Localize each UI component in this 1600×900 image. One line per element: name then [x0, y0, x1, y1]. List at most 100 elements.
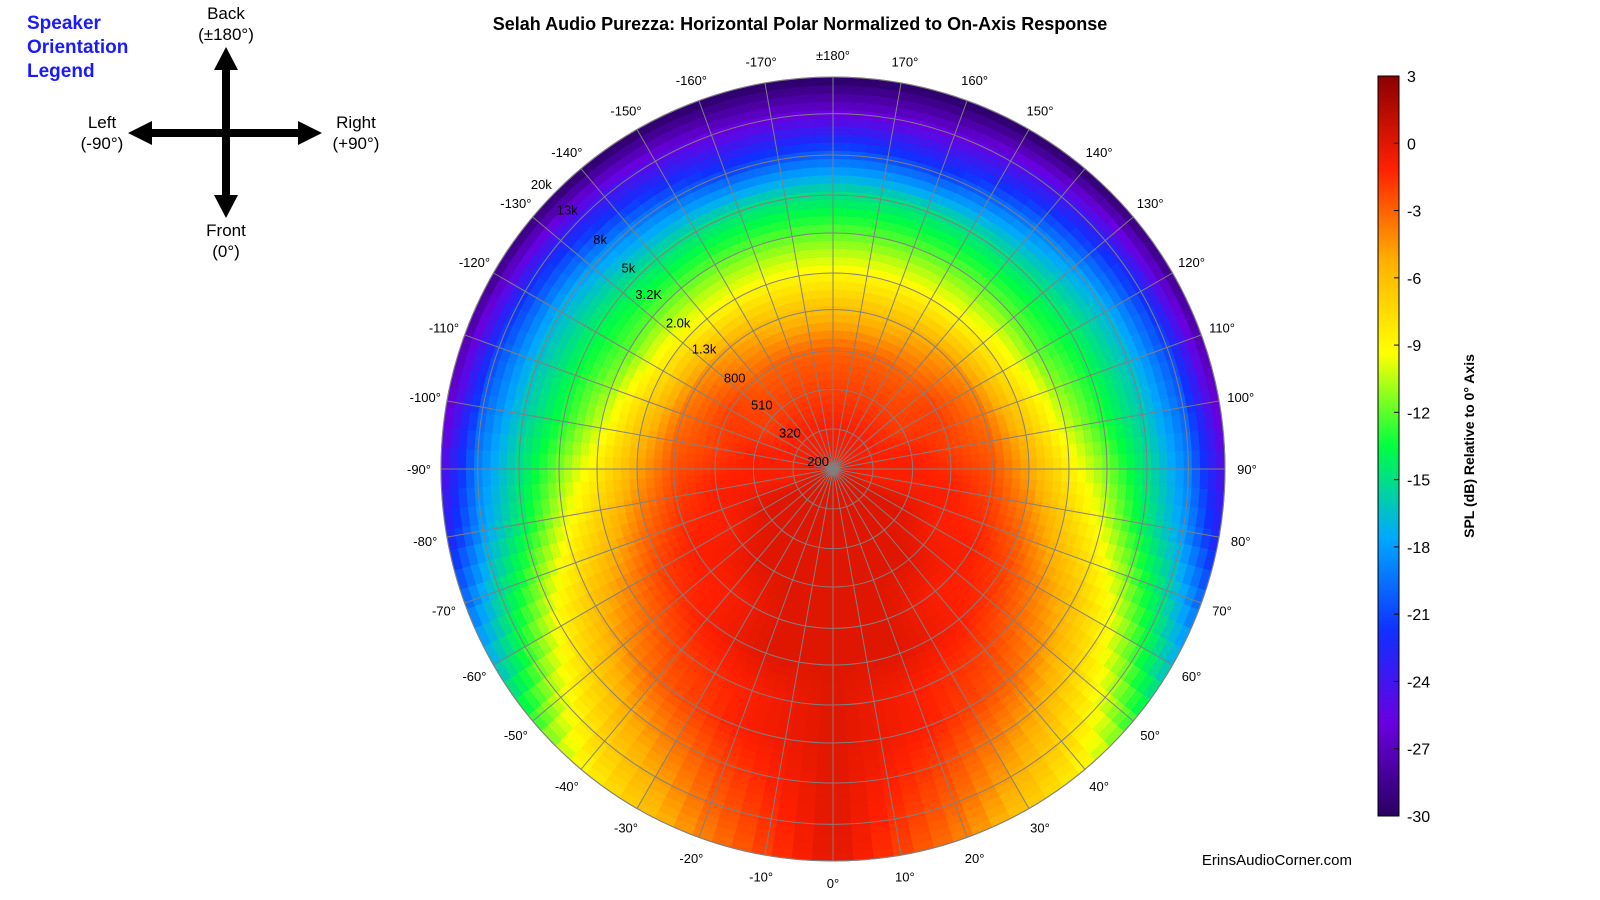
legend-back-label: Back [207, 4, 245, 23]
heatmap-cell [848, 769, 866, 780]
heatmap-cell [1019, 448, 1030, 460]
heatmap-cell [612, 468, 622, 481]
heatmap-cell [571, 468, 581, 483]
heatmap-cell [702, 475, 712, 483]
heatmap-cell [604, 480, 615, 494]
heatmap-cell [845, 704, 859, 714]
heatmap-cell [1019, 478, 1030, 490]
heatmap-cell [979, 460, 989, 470]
heatmap-cell [845, 712, 860, 723]
heatmap-cell [832, 794, 851, 805]
heatmap-cell [832, 721, 847, 731]
heatmap-cell [1010, 487, 1021, 499]
heatmap-cell [579, 455, 589, 470]
heatmap-cell [806, 215, 821, 226]
heatmap-cell [832, 811, 852, 821]
heatmap-cell [1028, 457, 1038, 470]
heatmap-cell [759, 464, 769, 470]
heatmap-cell [818, 598, 827, 608]
heatmap-cell [662, 441, 673, 453]
heatmap-cell [817, 174, 834, 184]
heatmap-cell [718, 450, 729, 459]
heatmap-cell [832, 672, 845, 682]
heatmap-cell [587, 455, 597, 470]
orientation-arrows [128, 47, 322, 218]
heatmap-cell [1084, 481, 1095, 497]
heatmap-cell [1003, 468, 1013, 479]
heatmap-cell [851, 646, 863, 657]
heatmap-cell [1076, 442, 1087, 457]
heatmap-cell [645, 449, 655, 460]
heatmap-cell [677, 468, 687, 478]
heatmap-cell [816, 762, 834, 772]
heatmap-cell [1109, 468, 1120, 485]
legend-title-line: Orientation [27, 37, 129, 58]
heatmap-cell [1068, 481, 1078, 495]
heatmap-cell [914, 468, 924, 475]
heatmap-cell [546, 453, 557, 470]
heatmap-cell [1116, 437, 1127, 455]
heatmap-cell [930, 463, 940, 470]
heatmap-cell [832, 550, 839, 560]
heatmap-cell [1003, 477, 1013, 489]
heatmap-cell [814, 811, 834, 821]
heatmap-cell [1118, 468, 1128, 485]
heatmap-cell [823, 289, 834, 299]
chart-title: Selah Audio Purezza: Horizontal Polar No… [492, 14, 1108, 34]
heatmap-cell [832, 680, 845, 690]
heatmap-cell [693, 461, 703, 470]
heatmap-cell [677, 476, 688, 486]
heatmap-cell [1085, 455, 1095, 470]
heatmap-cell [827, 566, 834, 576]
heatmap-cell [1052, 468, 1062, 482]
legend-front: Front (0°) [186, 220, 266, 262]
heatmap-cell [604, 444, 615, 458]
heatmap-cell [1003, 459, 1013, 470]
heatmap-cell [1077, 455, 1087, 470]
heatmap-cell [803, 281, 815, 292]
heatmap-cell [620, 468, 630, 481]
heatmap-cell [1093, 468, 1103, 484]
heatmap-cell [815, 786, 834, 796]
heatmap-cell [547, 483, 558, 500]
heatmap-cell [842, 647, 853, 657]
heatmap-cell [803, 646, 815, 657]
heatmap-cell [653, 459, 663, 470]
heatmap-cell [819, 223, 834, 233]
heatmap-cell [840, 614, 850, 625]
heatmap-cell [822, 656, 834, 666]
legend-left-angle: (-90°) [80, 134, 124, 153]
heatmap-cell [465, 468, 475, 489]
heatmap-cell [906, 468, 915, 474]
heatmap-cell [1035, 479, 1046, 492]
heatmap-cell [685, 453, 696, 463]
heatmap-cell [457, 468, 467, 489]
heatmap-cell [832, 615, 842, 625]
heatmap-cell [661, 468, 671, 479]
heatmap-cell [955, 461, 964, 470]
heatmap-cell [1167, 450, 1177, 470]
heatmap-cell [563, 482, 574, 498]
heatmap-cell [805, 629, 817, 640]
heatmap-cell [661, 459, 671, 470]
heatmap-cell [819, 721, 834, 731]
heatmap-cell [804, 199, 820, 210]
orientation-legend-title: Speaker Orientation Legend [27, 12, 128, 84]
legend-right-label: Right [336, 113, 376, 132]
heatmap-cell [1134, 452, 1144, 470]
heatmap-cell [825, 599, 834, 609]
heatmap-cell [1043, 479, 1054, 493]
heatmap-cell [818, 330, 827, 340]
heatmap-cell [1092, 482, 1103, 498]
heatmap-cell [816, 166, 834, 176]
legend-right-angle: (+90°) [332, 134, 380, 153]
heatmap-cell [814, 297, 825, 307]
heatmap-cell [1077, 468, 1087, 483]
heatmap-cell [844, 687, 858, 698]
heatmap-cell [807, 224, 821, 234]
heatmap-cell [961, 482, 972, 492]
heatmap-cell [824, 313, 834, 323]
heatmap-cell [841, 631, 852, 641]
heatmap-cell [811, 663, 824, 674]
heatmap-cell [807, 704, 821, 714]
